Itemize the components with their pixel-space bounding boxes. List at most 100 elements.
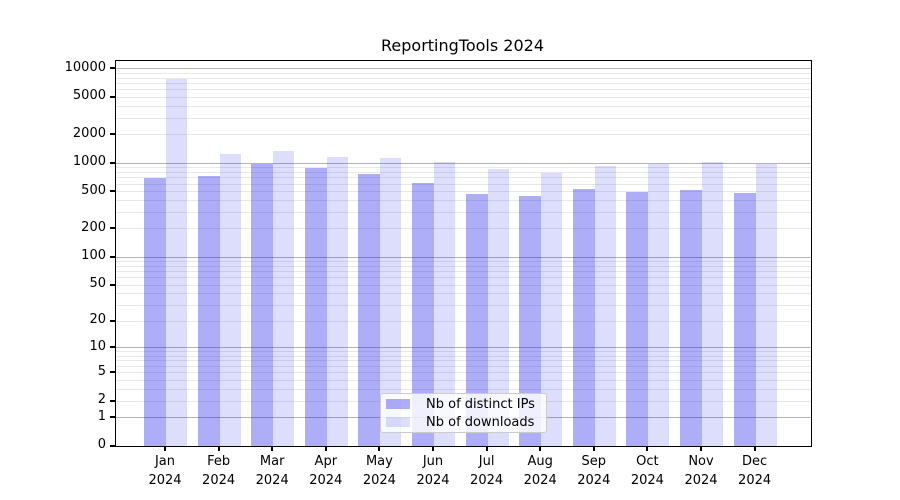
x-tick-label: Oct 2024	[607, 452, 687, 490]
bar-distinct-ips	[304, 167, 327, 446]
bar-downloads	[541, 172, 563, 446]
x-tick-label: Mar 2024	[232, 452, 312, 490]
y-tick-label: 1	[97, 408, 106, 424]
bar-distinct-ips	[626, 192, 649, 446]
x-tick-mark	[324, 446, 327, 451]
bar-distinct-ips	[412, 183, 434, 446]
y-tick-mark	[110, 416, 115, 419]
x-tick-month: Apr	[314, 454, 338, 469]
x-tick-mark	[432, 446, 434, 451]
y-tick-mark	[110, 319, 115, 322]
minor-gridline	[116, 77, 811, 79]
minor-gridline	[116, 365, 811, 367]
bar-downloads	[380, 157, 402, 446]
x-tick-label: Aug 2024	[500, 452, 580, 490]
minor-gridline	[116, 320, 811, 322]
bar-distinct-ips	[197, 176, 220, 446]
x-tick-year: 2024	[362, 473, 396, 488]
legend-item-label: Nb of distinct IPs	[426, 396, 535, 412]
x-tick-month: Jun	[422, 454, 444, 469]
x-tick-year: 2024	[738, 473, 772, 488]
bar-distinct-ips	[465, 194, 488, 446]
minor-gridline	[116, 167, 811, 169]
x-tick-month: Oct	[636, 454, 659, 469]
minor-gridline	[116, 304, 811, 306]
x-tick-label: Dec 2024	[715, 452, 795, 490]
minor-gridline	[116, 134, 811, 136]
minor-gridline	[116, 211, 811, 213]
x-tick-year: 2024	[309, 473, 343, 488]
minor-gridline	[116, 265, 811, 267]
x-tick-month: May	[365, 454, 393, 469]
y-tick-label: 500	[81, 182, 106, 198]
bar-distinct-ips	[519, 196, 542, 446]
y-tick-mark	[110, 346, 115, 349]
x-tick-mark	[217, 446, 220, 451]
minor-gridline	[116, 388, 811, 390]
x-tick-month: Jan	[154, 454, 176, 469]
x-tick-month: Nov	[688, 454, 714, 469]
y-tick-mark	[110, 67, 115, 70]
x-tick-label: May 2024	[339, 452, 419, 490]
x-tick-mark	[378, 446, 381, 451]
x-tick-year: 2024	[255, 473, 289, 488]
x-tick-mark	[592, 446, 595, 451]
minor-gridline	[116, 105, 811, 107]
y-tick-label: 2	[97, 392, 106, 408]
x-tick-label: Feb 2024	[179, 452, 259, 490]
y-tick-label: 5	[97, 363, 106, 379]
y-tick-mark	[110, 444, 115, 447]
y-tick-mark	[110, 190, 115, 193]
plot-area	[115, 60, 812, 447]
bar-downloads	[434, 162, 455, 446]
y-tick-mark	[110, 399, 115, 402]
minor-gridline	[116, 355, 811, 357]
y-tick-mark	[110, 161, 115, 164]
bar-downloads	[594, 165, 616, 446]
legend-item: Nb of distinct IPs	[386, 396, 546, 412]
bar-downloads	[702, 162, 723, 446]
legend-swatch-distinct-ips	[386, 399, 410, 409]
bar-downloads	[273, 151, 295, 446]
minor-gridline	[116, 200, 811, 202]
minor-gridline	[116, 360, 811, 362]
x-tick-month: Feb	[207, 454, 231, 469]
minor-gridline	[116, 260, 811, 262]
bar-downloads	[219, 154, 241, 446]
x-tick-year: 2024	[630, 473, 664, 488]
legend: Nb of distinct IPs Nb of downloads	[380, 393, 547, 433]
x-tick-year: 2024	[684, 473, 718, 488]
minor-gridline	[116, 277, 811, 279]
y-tick-label: 50	[89, 276, 106, 292]
y-tick-label: 2000	[72, 125, 106, 141]
bar-distinct-ips	[733, 192, 756, 446]
major-gridline	[116, 347, 811, 349]
x-tick-label: Jul 2024	[447, 452, 527, 490]
y-tick-mark	[110, 371, 115, 374]
minor-gridline	[116, 171, 811, 173]
major-gridline	[116, 256, 811, 258]
x-tick-month: Mar	[259, 454, 285, 469]
minor-gridline	[116, 191, 811, 193]
y-tick-mark	[110, 255, 115, 258]
x-tick-month: Aug	[527, 454, 553, 469]
x-tick-year: 2024	[202, 473, 236, 488]
x-tick-mark	[485, 446, 488, 451]
x-tick-month: Dec	[742, 454, 768, 469]
y-tick-label: 1000	[72, 154, 106, 170]
bar-distinct-ips	[680, 190, 702, 446]
legend-item: Nb of downloads	[386, 415, 546, 430]
minor-gridline	[116, 183, 811, 185]
minor-gridline	[116, 379, 811, 381]
legend-swatch-downloads	[386, 417, 410, 427]
minor-gridline	[116, 117, 811, 119]
x-tick-mark	[164, 446, 166, 451]
minor-gridline	[116, 372, 811, 374]
minor-gridline	[116, 83, 811, 85]
x-tick-year: 2024	[577, 473, 611, 488]
bar-downloads	[487, 169, 509, 446]
minor-gridline	[116, 177, 811, 179]
minor-gridline	[116, 284, 811, 286]
x-tick-month: Sep	[581, 454, 607, 469]
